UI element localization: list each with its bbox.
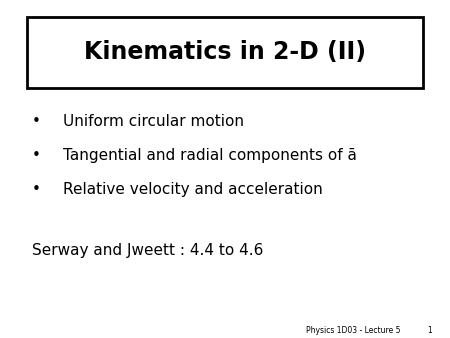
Text: Tangential and radial components of ā: Tangential and radial components of ā bbox=[63, 148, 357, 163]
Text: •: • bbox=[32, 114, 40, 129]
Text: Kinematics in 2-D (II): Kinematics in 2-D (II) bbox=[84, 40, 366, 65]
Text: •: • bbox=[32, 148, 40, 163]
Text: Serway and Jweett : 4.4 to 4.6: Serway and Jweett : 4.4 to 4.6 bbox=[32, 243, 263, 258]
Text: 1: 1 bbox=[427, 325, 432, 335]
Text: Relative velocity and acceleration: Relative velocity and acceleration bbox=[63, 182, 323, 197]
Text: •: • bbox=[32, 182, 40, 197]
Text: Uniform circular motion: Uniform circular motion bbox=[63, 114, 244, 129]
FancyBboxPatch shape bbox=[27, 17, 423, 88]
Text: Physics 1D03 - Lecture 5: Physics 1D03 - Lecture 5 bbox=[306, 325, 400, 335]
